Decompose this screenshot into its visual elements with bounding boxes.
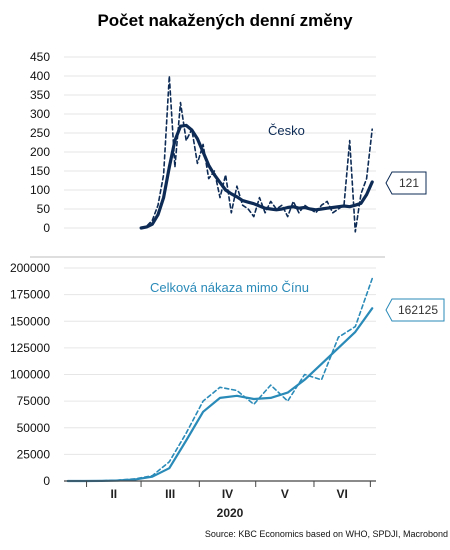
y-tick-world-25000: 25000 [17, 447, 51, 461]
y-tick-world-200000: 200000 [10, 261, 50, 275]
x-tick-label-III: III [165, 487, 175, 501]
y-tick-world-150000: 150000 [10, 314, 50, 328]
callout-value-cz: 121 [399, 176, 419, 190]
series-label-world: Celková nákaza mimo Čínu [150, 280, 309, 295]
panel-cesko: 0 50 100 150 200 250 300 350 400 450 Česko 121 [30, 50, 427, 235]
y-tick-cz-100: 100 [30, 183, 50, 197]
y-tick-cz-400: 400 [30, 69, 50, 83]
y-tick-world-0: 0 [43, 474, 50, 488]
y-tick-world-125000: 125000 [10, 341, 50, 355]
y-tick-cz-300: 300 [30, 107, 50, 121]
y-tick-world-50000: 50000 [17, 421, 51, 435]
year-label: 2020 [217, 506, 244, 520]
panel-world: 0 25000 50000 75000 100000 125000 150000 175000… [10, 261, 445, 488]
source-note: Source: KBC Economics based on WHO, SPDJ… [205, 529, 448, 539]
y-tick-cz-450: 450 [30, 50, 50, 64]
y-tick-cz-0: 0 [43, 221, 50, 235]
x-tick-label-II: II [110, 487, 117, 501]
y-tick-world-75000: 75000 [17, 394, 51, 408]
series-line-cz-daily [140, 75, 374, 233]
callout-box-cz [385, 171, 427, 195]
series-line-cz-average [139, 123, 374, 230]
y-tick-cz-250: 250 [30, 126, 50, 140]
y-tick-world-100000: 100000 [10, 368, 50, 382]
x-tick-label-V: V [281, 487, 289, 501]
callout-box-world [385, 298, 445, 322]
series-line-world-daily [67, 277, 374, 482]
y-tick-cz-50: 50 [37, 202, 51, 216]
y-tick-cz-200: 200 [30, 145, 50, 159]
series-label-cz: Česko [268, 123, 305, 138]
callout-value-world: 162125 [398, 303, 438, 317]
x-tick-label-VI: VI [336, 487, 347, 501]
y-tick-world-175000: 175000 [10, 288, 50, 302]
x-axis: II III IV V VI [30, 256, 385, 501]
series-line-world-average [66, 307, 374, 483]
y-tick-cz-150: 150 [30, 164, 50, 178]
y-tick-cz-350: 350 [30, 88, 50, 102]
x-tick-label-IV: IV [222, 487, 233, 501]
chart-title: Počet nakažených denní změny [97, 11, 353, 30]
